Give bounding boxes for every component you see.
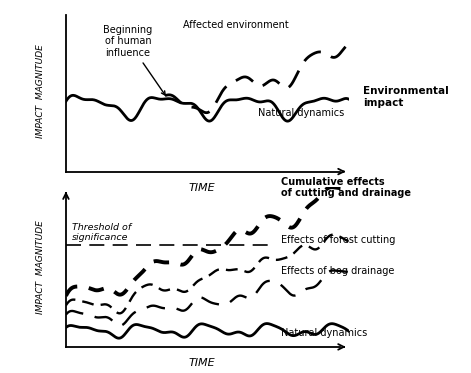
Text: Natural dynamics: Natural dynamics bbox=[258, 108, 344, 118]
Text: Affected environment: Affected environment bbox=[183, 20, 288, 30]
Text: Threshold of
significance: Threshold of significance bbox=[72, 223, 131, 242]
Text: TIME: TIME bbox=[188, 183, 215, 192]
Text: IMPACT  MAGNITUDE: IMPACT MAGNITUDE bbox=[36, 220, 45, 314]
Text: Beginning
of human
influence: Beginning of human influence bbox=[104, 25, 165, 95]
Text: Effects of forest cutting: Effects of forest cutting bbox=[281, 235, 395, 245]
Text: Environmental
impact: Environmental impact bbox=[363, 86, 448, 108]
Text: Effects of bog drainage: Effects of bog drainage bbox=[281, 266, 394, 276]
Text: IMPACT  MAGNITUDE: IMPACT MAGNITUDE bbox=[36, 44, 45, 138]
Text: TIME: TIME bbox=[188, 358, 215, 368]
Text: Cumulative effects
of cutting and drainage: Cumulative effects of cutting and draina… bbox=[281, 177, 411, 198]
Text: Natural dynamics: Natural dynamics bbox=[281, 327, 367, 338]
